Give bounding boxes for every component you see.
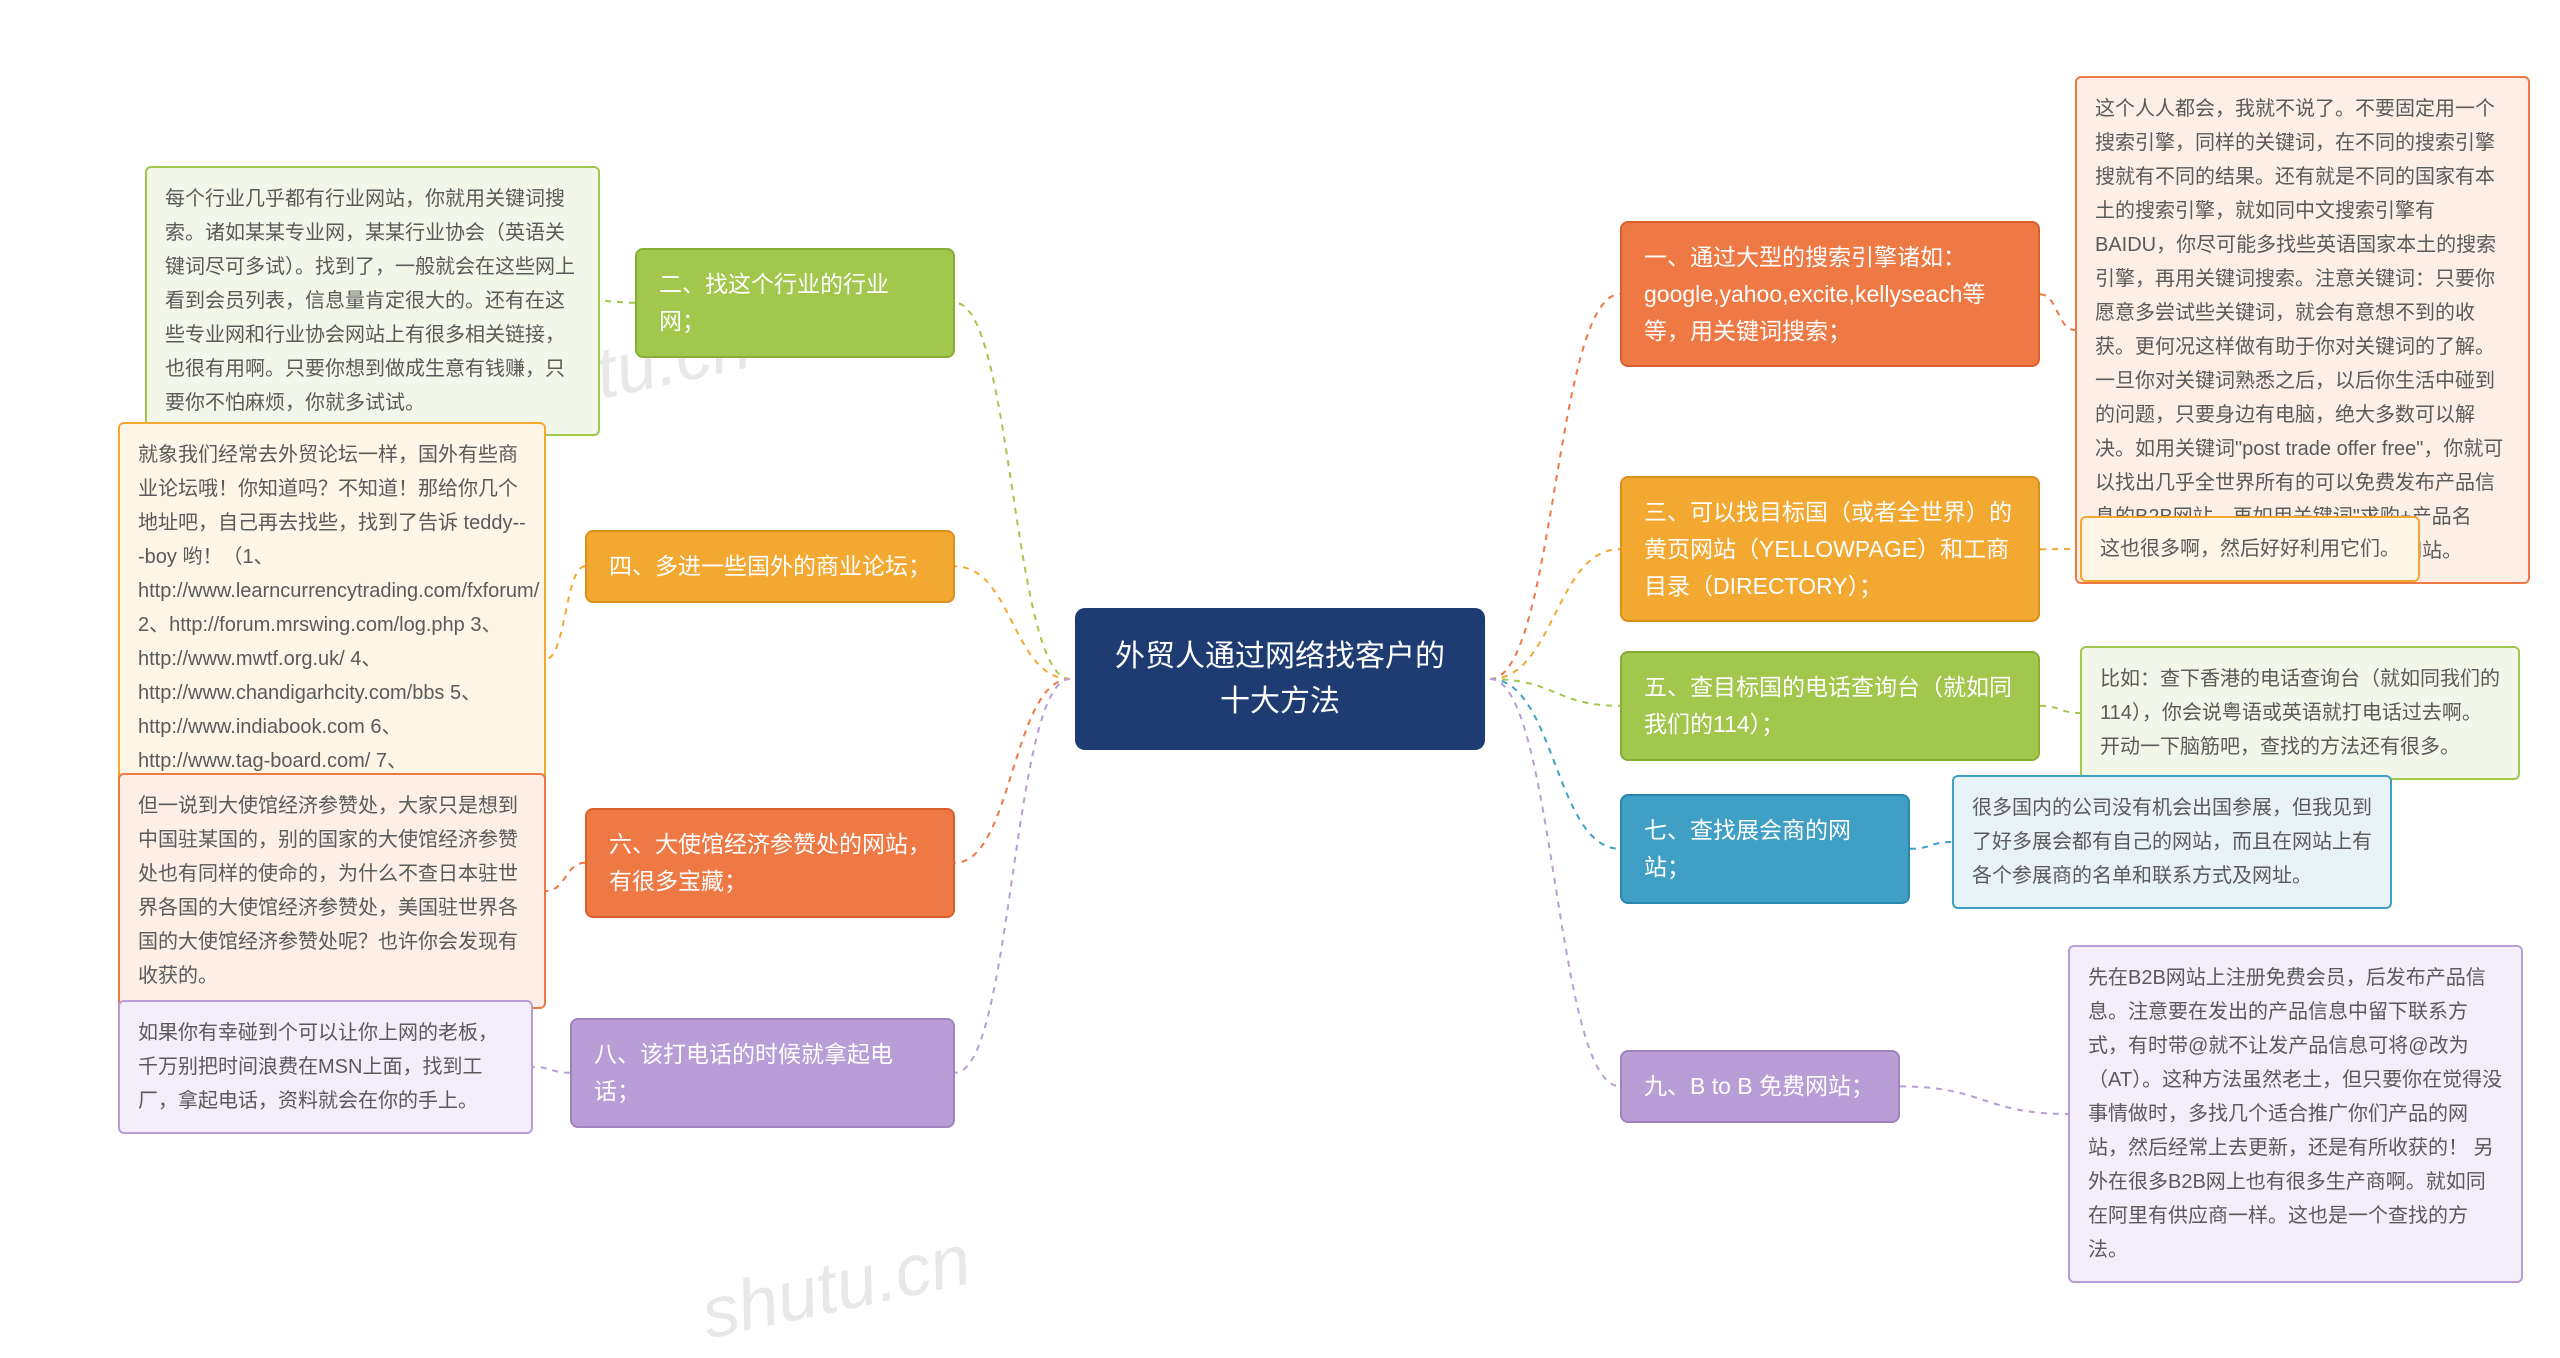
detail-b9: 先在B2B网站上注册免费会员，后发布产品信息。注意要在发出的产品信息中留下联系方…	[2068, 945, 2523, 1283]
branch-b7: 七、查找展会商的网站；	[1620, 794, 1910, 904]
center-node: 外贸人通过网络找客户的十大方法	[1075, 608, 1485, 750]
branch-b2: 二、找这个行业的行业网；	[635, 248, 955, 358]
branch-b3: 三、可以找目标国（或者全世界）的黄页网站（YELLOWPAGE）和工商目录（DI…	[1620, 476, 2040, 622]
detail-b5: 比如：查下香港的电话查询台（就如同我们的114），你会说粤语或英语就打电话过去啊…	[2080, 646, 2520, 780]
detail-b6: 但一说到大使馆经济参赞处，大家只是想到中国驻某国的，别的国家的大使馆经济参赞处也…	[118, 773, 546, 1009]
branch-b8: 八、该打电话的时候就拿起电话；	[570, 1018, 955, 1128]
watermark: shutu.cn	[694, 1219, 977, 1356]
branch-b6: 六、大使馆经济参赞处的网站，有很多宝藏；	[585, 808, 955, 918]
detail-b7: 很多国内的公司没有机会出国参展，但我见到了好多展会都有自己的网站，而且在网站上有…	[1952, 775, 2392, 909]
branch-b5: 五、查目标国的电话查询台（就如同我们的114）；	[1620, 651, 2040, 761]
branch-b9: 九、B to B 免费网站；	[1620, 1050, 1900, 1123]
detail-b3: 这也很多啊，然后好好利用它们。	[2080, 516, 2420, 582]
detail-b1: 这个人人都会，我就不说了。不要固定用一个搜索引擎，同样的关键词，在不同的搜索引擎…	[2075, 76, 2530, 584]
detail-b8: 如果你有幸碰到个可以让你上网的老板，千万别把时间浪费在MSN上面，找到工厂，拿起…	[118, 1000, 533, 1134]
branch-b4: 四、多进一些国外的商业论坛；	[585, 530, 955, 603]
branch-b1: 一、通过大型的搜索引擎诸如：google,yahoo,excite,kellys…	[1620, 221, 2040, 367]
detail-b2: 每个行业几乎都有行业网站，你就用关键词搜索。诸如某某专业网，某某行业协会（英语关…	[145, 166, 600, 436]
